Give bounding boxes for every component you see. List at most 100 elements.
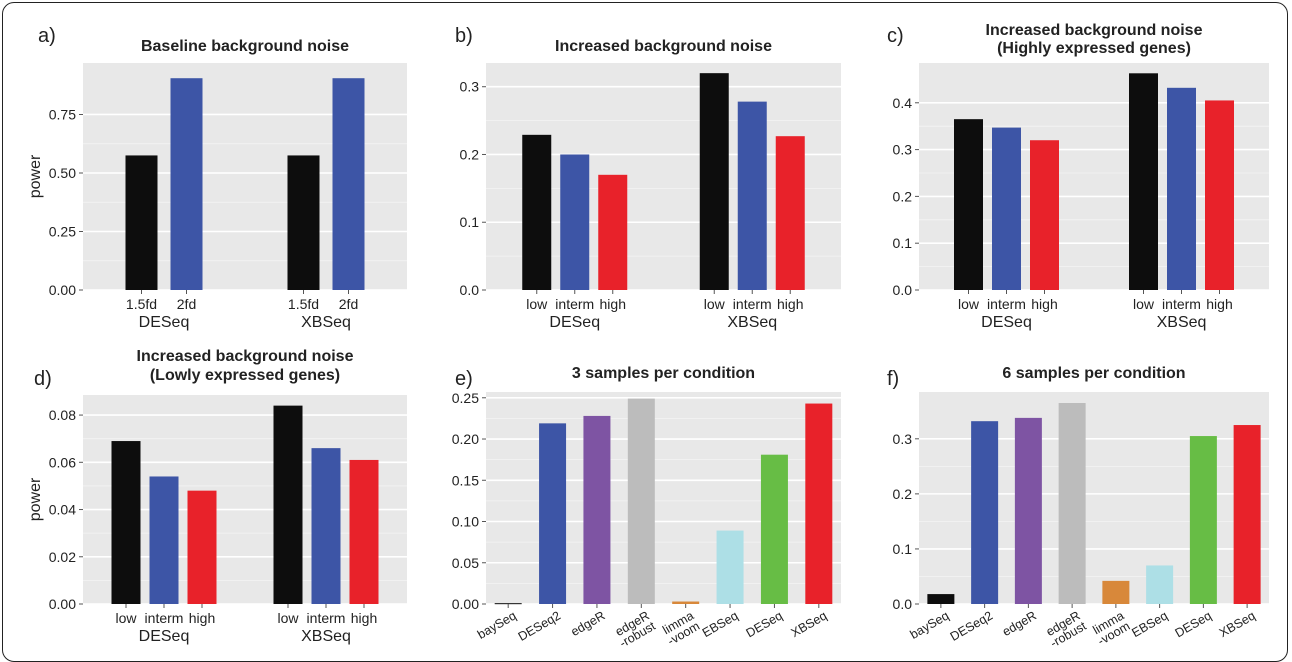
x-tick-label: baySeq xyxy=(475,608,519,641)
x-tick-label: interm xyxy=(1162,296,1201,312)
x-tick-label: DESeq2 xyxy=(948,608,995,643)
bar xyxy=(149,476,179,604)
x-tick-label: interm xyxy=(307,610,346,626)
group-label: XBSeq xyxy=(301,314,351,331)
bar xyxy=(494,603,522,605)
x-tick-label: low xyxy=(704,296,726,312)
y-tick-label: 0.25 xyxy=(49,223,76,239)
chart-title: Increased background noise xyxy=(137,348,354,365)
x-tick-label: DESeq2 xyxy=(516,608,563,643)
bar xyxy=(598,174,628,290)
x-tick-label: low xyxy=(115,610,137,626)
chart-title: Increased background noise xyxy=(555,38,772,55)
bar xyxy=(1102,580,1130,604)
y-tick-label: 0.50 xyxy=(49,165,76,181)
bar xyxy=(954,119,983,290)
bar xyxy=(672,601,700,604)
bar xyxy=(775,136,805,290)
x-tick-label: limma-voom xyxy=(1089,608,1132,647)
y-tick-label: 0.2 xyxy=(893,486,913,502)
y-tick-label: 0.3 xyxy=(460,79,480,95)
panel-label: a) xyxy=(38,25,56,47)
bar xyxy=(287,155,320,290)
group-label: DESeq xyxy=(549,314,600,331)
group-label: DESeq xyxy=(139,628,190,645)
bar xyxy=(187,490,217,604)
bar xyxy=(522,134,552,290)
x-tick-label: DESeq xyxy=(744,608,785,640)
y-tick-label: 0.3 xyxy=(893,431,913,447)
bar xyxy=(992,127,1021,290)
y-tick-label: 0.02 xyxy=(49,549,76,565)
y-tick-label: 0.0 xyxy=(460,282,480,298)
y-tick-label: 0.25 xyxy=(452,390,479,406)
bar xyxy=(1014,417,1042,604)
panel-label: b) xyxy=(455,25,473,47)
y-tick-label: 0.04 xyxy=(49,502,76,518)
chart-panel-1: 0.00 0.25 0.50 0.75 1.5fd 2fd DESeq 1.5fd 2fd XBS… xyxy=(27,25,407,331)
bar xyxy=(170,78,203,291)
x-tick-label: 1.5fd xyxy=(288,296,319,312)
chart-title: 6 samples per condition xyxy=(1002,365,1185,382)
x-tick-label: high xyxy=(1206,296,1232,312)
x-tick-label: high xyxy=(351,610,377,626)
bar xyxy=(349,459,379,604)
x-tick-label: 1.5fd xyxy=(126,296,157,312)
bar xyxy=(1146,565,1174,604)
group-label: XBSeq xyxy=(301,628,351,645)
chart-title: (Lowly expressed genes) xyxy=(150,367,340,384)
y-tick-label: 0.00 xyxy=(49,596,76,612)
x-tick-label: edgeR xyxy=(569,608,608,639)
chart-title: Baseline background noise xyxy=(141,38,349,55)
bar xyxy=(583,415,611,604)
group-label: DESeq xyxy=(139,314,190,331)
bar xyxy=(1129,73,1158,290)
bar xyxy=(111,441,141,604)
y-tick-label: 0.1 xyxy=(893,235,913,251)
y-tick-label: 0.0 xyxy=(893,596,913,612)
y-tick-label: 0.08 xyxy=(49,407,76,423)
bar xyxy=(273,405,303,604)
y-tick-label: 0.4 xyxy=(893,95,913,111)
x-tick-label: low xyxy=(1133,296,1155,312)
x-tick-label: baySeq xyxy=(908,608,952,641)
x-tick-label: XBSeq xyxy=(789,608,830,640)
bar xyxy=(716,530,744,604)
bar xyxy=(971,421,999,604)
panel-label: d) xyxy=(34,368,52,390)
y-tick-label: 0.2 xyxy=(460,146,480,162)
x-tick-label: high xyxy=(1031,296,1057,312)
x-tick-label: limma-voom xyxy=(659,608,702,647)
x-tick-label: high xyxy=(600,296,626,312)
group-label: DESeq xyxy=(981,314,1032,331)
y-tick-label: 0.2 xyxy=(893,188,913,204)
bar xyxy=(1167,87,1196,290)
y-tick-label: 0.20 xyxy=(452,431,479,447)
bar xyxy=(699,73,729,290)
y-tick-label: 0.75 xyxy=(49,106,76,122)
y-tick-label: 0.06 xyxy=(49,454,76,470)
y-tick-label: 0.05 xyxy=(452,555,479,571)
x-tick-label: low xyxy=(526,296,548,312)
chart-title: (Highly expressed genes) xyxy=(997,40,1191,57)
y-tick-label: 0.00 xyxy=(452,596,479,612)
bar xyxy=(125,155,158,290)
x-tick-label: interm xyxy=(733,296,772,312)
bar xyxy=(927,594,955,604)
panel-label: f) xyxy=(887,368,899,390)
x-tick-label: EBSeq xyxy=(700,608,741,640)
bar xyxy=(311,448,341,604)
x-tick-label: edgeR-robust xyxy=(611,608,658,647)
x-tick-label: XBSeq xyxy=(1217,608,1258,640)
x-tick-label: 2fd xyxy=(339,296,358,312)
y-tick-label: 0.10 xyxy=(452,514,479,530)
bar xyxy=(805,403,833,604)
bar xyxy=(1058,403,1086,604)
chart-title: Increased background noise xyxy=(986,22,1203,39)
bar xyxy=(737,101,767,291)
